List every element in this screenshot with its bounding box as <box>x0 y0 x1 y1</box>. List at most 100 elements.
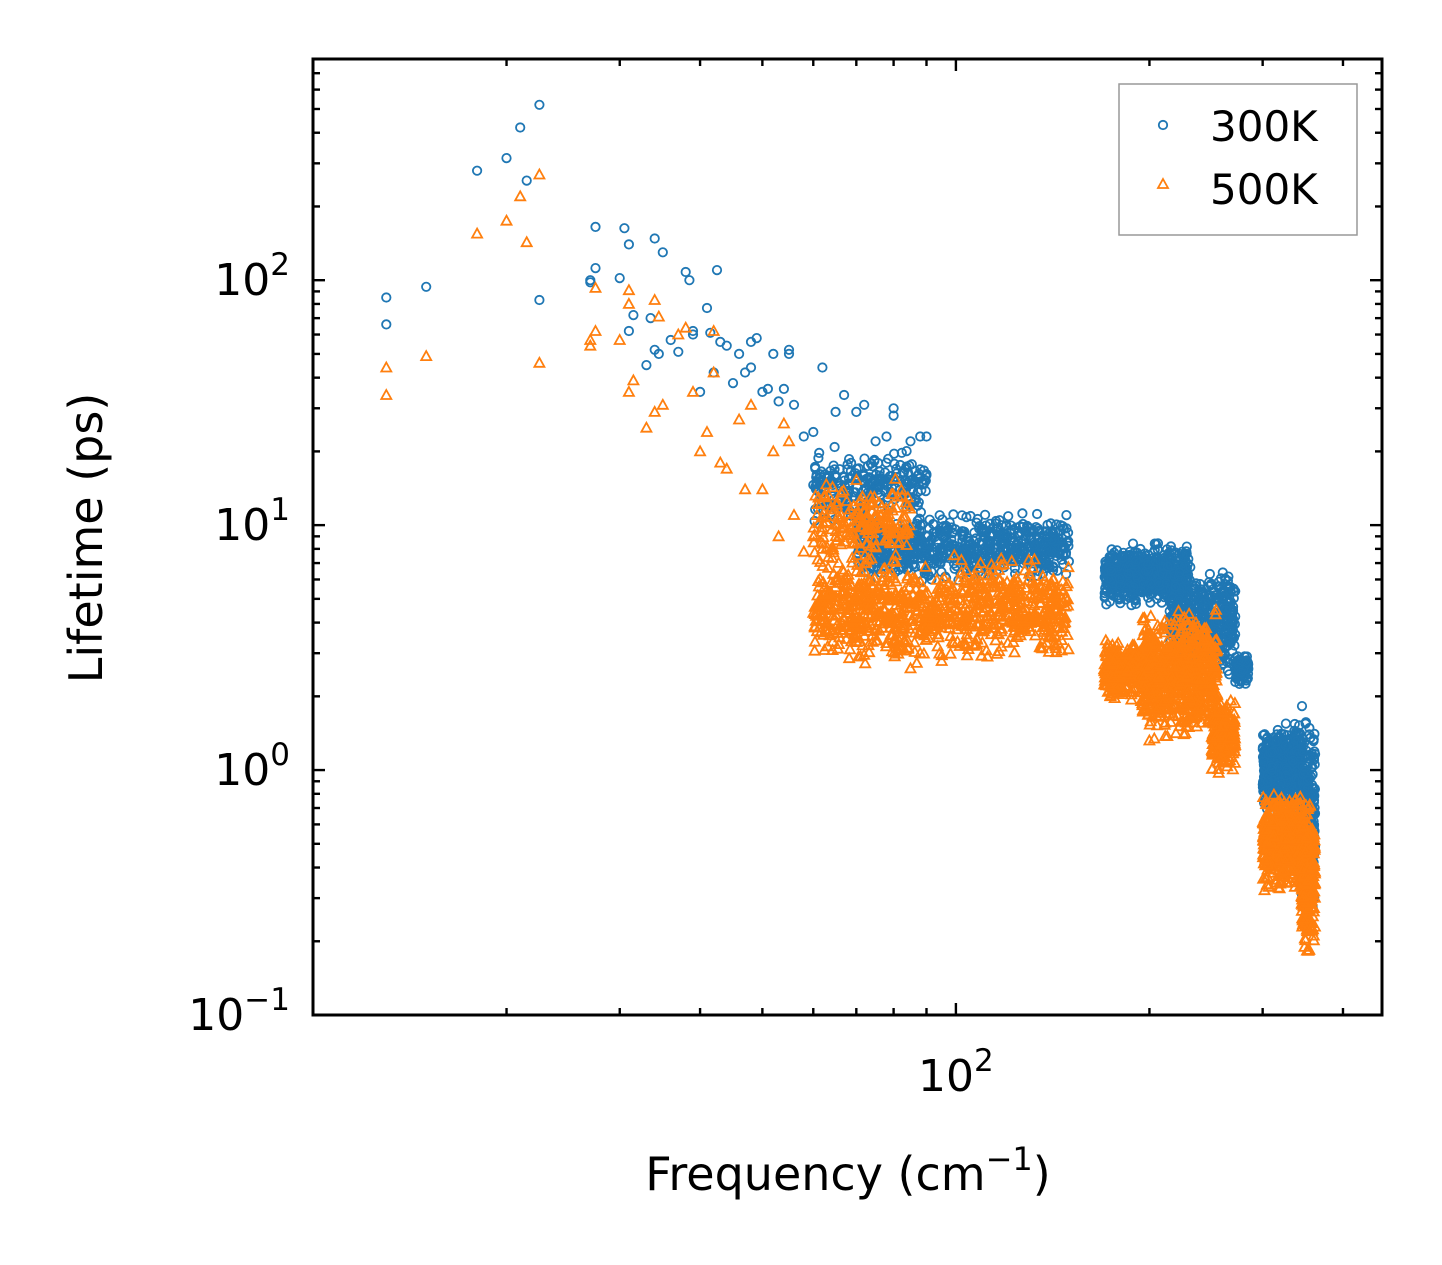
data-point-500k <box>900 538 914 550</box>
data-point-500k <box>992 585 1006 598</box>
data-point-500k <box>850 548 864 560</box>
data-point-300k <box>762 383 774 394</box>
data-point-500k <box>876 616 890 629</box>
data-point-500k <box>1044 575 1058 588</box>
data-point-500k <box>1027 552 1042 565</box>
data-point-300k <box>1011 522 1022 533</box>
data-point-500k <box>858 591 872 603</box>
data-point-500k <box>864 489 878 502</box>
data-point-300k <box>907 559 918 570</box>
data-point-300k <box>1123 568 1134 579</box>
data-point-300k <box>1170 581 1181 592</box>
data-point-500k <box>941 606 956 618</box>
data-point-500k <box>828 590 842 602</box>
data-point-500k <box>1049 594 1063 606</box>
data-point-500k <box>867 533 881 546</box>
data-point-500k <box>947 548 961 561</box>
data-point-500k <box>985 608 999 620</box>
data-point-500k <box>843 642 857 655</box>
data-point-500k <box>1103 651 1117 663</box>
data-point-300k <box>1127 538 1139 549</box>
data-point-300k <box>1287 755 1299 766</box>
data-point-500k <box>940 617 954 629</box>
data-point-500k <box>929 593 943 606</box>
data-point-300k <box>501 153 512 164</box>
data-point-500k <box>992 563 1006 575</box>
data-point-300k <box>585 277 596 288</box>
data-point-500k <box>817 580 831 593</box>
data-point-500k <box>932 646 946 659</box>
data-point-500k <box>901 641 915 654</box>
data-point-500k <box>828 517 842 530</box>
data-point-300k <box>1003 511 1014 522</box>
data-point-500k <box>885 526 899 539</box>
data-point-500k <box>957 575 972 587</box>
data-point-300k <box>1219 624 1230 636</box>
data-point-300k <box>876 548 887 559</box>
data-point-500k <box>1022 619 1036 632</box>
data-point-300k <box>534 294 545 306</box>
data-point-300k <box>949 563 960 574</box>
data-point-500k <box>857 563 871 576</box>
data-point-500k <box>966 605 981 618</box>
data-point-500k <box>814 625 828 638</box>
data-point-500k <box>807 535 821 548</box>
data-point-500k <box>931 627 945 640</box>
data-point-300k <box>727 377 739 389</box>
data-point-500k <box>870 582 884 595</box>
data-point-300k <box>590 262 601 274</box>
data-point-500k <box>912 610 926 623</box>
data-point-300k <box>909 561 921 572</box>
data-point-300k <box>1220 605 1231 616</box>
data-point-500k <box>935 654 949 666</box>
data-point-300k <box>751 332 762 344</box>
data-point-300k <box>1223 571 1234 582</box>
data-point-300k <box>1130 556 1142 567</box>
data-point-300k <box>1174 567 1185 578</box>
data-point-500k <box>819 477 833 490</box>
data-point-500k <box>838 618 852 631</box>
data-point-300k <box>914 513 925 524</box>
data-point-500k <box>843 502 857 515</box>
data-point-300k <box>1280 770 1292 781</box>
data-point-500k <box>967 639 981 651</box>
data-point-300k <box>883 453 894 464</box>
data-point-500k <box>870 508 884 521</box>
data-point-300k <box>1238 664 1249 675</box>
data-point-300k <box>1266 764 1277 776</box>
data-point-300k <box>1150 556 1161 567</box>
data-point-300k <box>972 549 983 560</box>
data-point-500k <box>923 624 937 636</box>
data-point-300k <box>1307 751 1318 762</box>
data-point-500k <box>1029 608 1043 621</box>
data-point-500k <box>1035 641 1050 654</box>
data-point-500k <box>919 621 933 633</box>
data-point-500k <box>1055 633 1069 645</box>
data-point-500k <box>872 496 886 508</box>
data-point-500k <box>980 649 995 662</box>
data-point-300k <box>969 527 980 538</box>
data-point-300k <box>649 233 660 244</box>
data-point-500k <box>1028 628 1042 641</box>
data-point-500k <box>960 631 974 644</box>
data-point-300k <box>757 386 768 397</box>
data-point-300k <box>1297 734 1309 745</box>
data-point-300k <box>921 431 932 442</box>
data-point-500k <box>816 628 830 640</box>
data-point-500k <box>935 574 949 587</box>
data-point-300k <box>1230 611 1241 622</box>
data-point-300k <box>1041 557 1053 568</box>
data-point-500k <box>934 581 948 593</box>
data-point-300k <box>1111 545 1123 556</box>
data-point-500k <box>879 515 893 527</box>
data-point-300k <box>705 327 716 338</box>
data-point-500k <box>1005 554 1019 566</box>
data-point-300k <box>843 453 855 465</box>
data-point-500k <box>885 487 899 499</box>
data-point-300k <box>1168 549 1180 560</box>
data-point-300k <box>421 281 432 292</box>
data-point-300k <box>1016 527 1027 538</box>
data-point-500k <box>1104 640 1118 653</box>
data-point-500k <box>1049 641 1063 654</box>
data-point-300k <box>1258 756 1269 767</box>
